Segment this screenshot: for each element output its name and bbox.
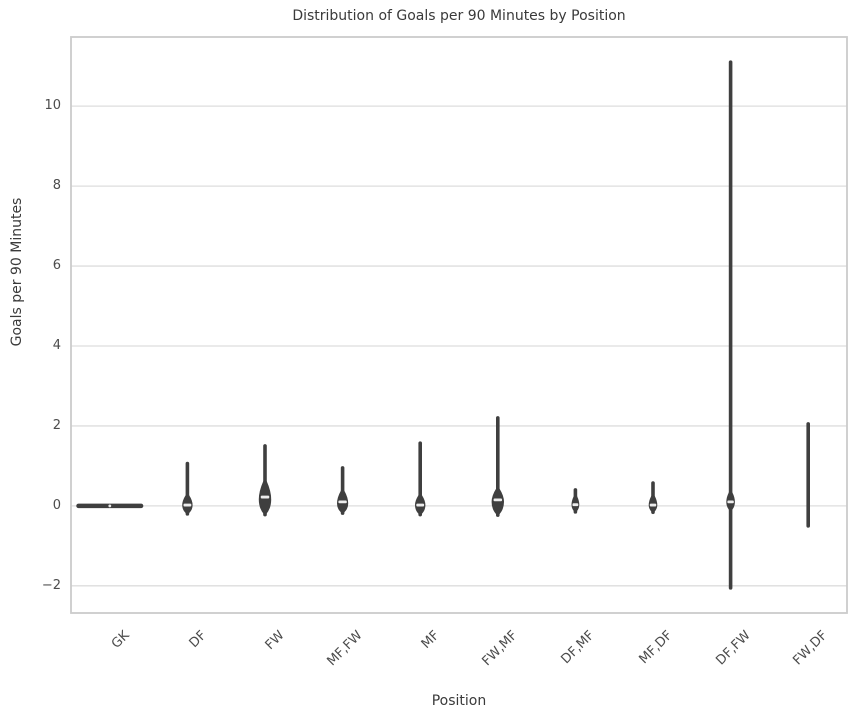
violin-median-DF <box>183 503 192 507</box>
x-axis-label: Position <box>431 693 487 709</box>
violin-median-DF,MF <box>572 503 579 507</box>
plot-border <box>70 36 848 614</box>
y-tick-label-4: 4 <box>52 337 61 353</box>
y-tick-label-6: 6 <box>52 258 61 274</box>
y-tick-label-8: 8 <box>52 178 61 194</box>
violin-median-GK <box>108 504 112 508</box>
chart-title: Distribution of Goals per 90 Minutes by … <box>292 8 626 24</box>
y-tick-label-10: 10 <box>44 98 61 114</box>
y-tick-label-0: 0 <box>52 497 61 513</box>
violin-body-FW,MF <box>491 488 504 516</box>
violin-median-FW,MF <box>493 498 503 502</box>
violin-median-MF <box>416 503 425 507</box>
y-tick-label-2: 2 <box>52 417 61 433</box>
violin-median-FW <box>260 495 270 499</box>
violin-median-MF,FW <box>338 500 347 504</box>
y-tick-label--2: −2 <box>41 577 61 593</box>
violin-median-MF,DF <box>649 503 657 507</box>
violin-median-DF,FW <box>727 500 734 504</box>
